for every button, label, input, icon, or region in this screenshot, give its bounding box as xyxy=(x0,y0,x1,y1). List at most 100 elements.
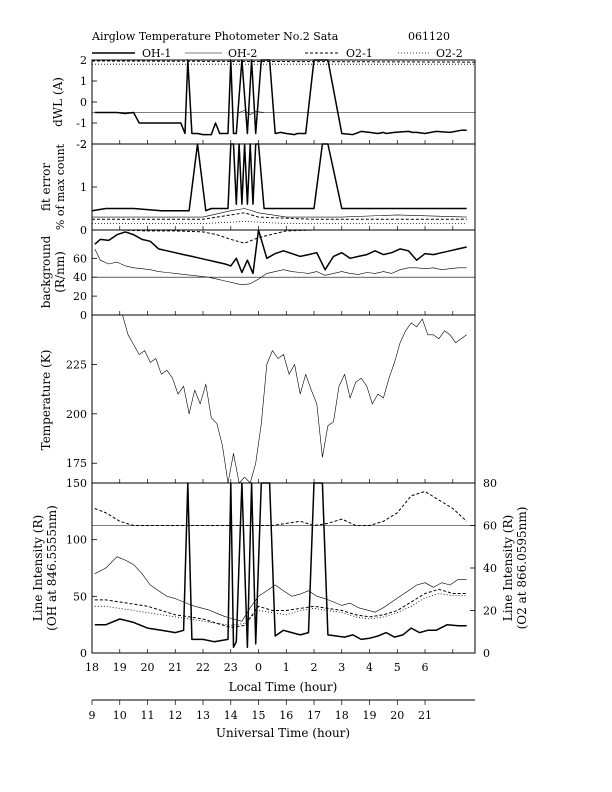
series-line-o2-2 xyxy=(94,593,467,626)
panel-temperature-series xyxy=(96,314,467,484)
xtick-universal-label: 15 xyxy=(252,709,266,722)
panel-background: 60 40 20 0 background (R/nm) xyxy=(39,229,476,322)
figure-date: 061120 xyxy=(408,30,450,43)
legend-o22: O2-2 xyxy=(436,47,463,60)
xtick-universal-label: 9 xyxy=(89,709,96,722)
xtick-universal-label: 13 xyxy=(196,709,210,722)
panel-dwl: 2 1 0 -1 -2 dWL (A) xyxy=(51,54,476,151)
series-line-o2-2 xyxy=(92,220,467,225)
series-line-o2-1 xyxy=(92,212,467,220)
panel-line-intensity-frame xyxy=(91,482,476,654)
panel-background-frame xyxy=(91,229,476,316)
xtick-universal-label: 19 xyxy=(363,709,377,722)
panel-background-ylabel2: (R/nm) xyxy=(53,251,67,293)
xtick-universal-label: 14 xyxy=(224,709,238,722)
xtick-local-label: 19 xyxy=(113,661,127,674)
panel-dwl-ticks: 2 1 0 -1 -2 xyxy=(76,54,454,151)
legend-oh2: OH-2 xyxy=(228,47,257,60)
xtick-universal-label: 20 xyxy=(390,709,404,722)
panel-fit-error-ylabel: fit error xyxy=(39,163,53,211)
ytick-label: 200 xyxy=(66,408,87,421)
x-axis-local-label: Local Time (hour) xyxy=(229,680,338,694)
series-line-oh-1 xyxy=(94,59,467,136)
series-line-o2-1 xyxy=(92,229,467,244)
ytick-label: 0 xyxy=(80,96,87,109)
series-line-o2-1 xyxy=(94,491,468,526)
ytick-label: 100 xyxy=(66,534,87,547)
ytick-label: 1 xyxy=(80,181,87,194)
xtick-local-label: 5 xyxy=(394,661,401,674)
xtick-local-label: 23 xyxy=(224,661,238,674)
xtick-universal-label: 16 xyxy=(279,709,293,722)
panel-dwl-frame xyxy=(91,59,476,145)
series-line-oh-2 xyxy=(238,110,265,115)
panel-temperature-ticks: 225 200 175 xyxy=(66,358,454,483)
ytick-label: 0 xyxy=(80,647,87,660)
x-axis-local: 18 19 20 21 22 23 0 1 2 3 4 5 6 xyxy=(85,661,429,674)
series-line-o2-1 xyxy=(91,60,476,63)
panel-line-intensity-series xyxy=(92,482,475,649)
xtick-universal-label: 21 xyxy=(418,709,432,722)
xtick-local-label: 22 xyxy=(196,661,210,674)
ytick-label: -1 xyxy=(76,117,87,130)
xtick-universal-label: 12 xyxy=(168,709,182,722)
xtick-local-label: 0 xyxy=(255,661,262,674)
panel-background-series xyxy=(92,229,475,286)
ytick-label: -2 xyxy=(76,138,87,151)
xtick-local-label: 18 xyxy=(85,661,99,674)
series-line-oh-2 xyxy=(94,248,467,286)
panel-line-intensity-ticks: 150 100 50 0 80 60 40 20 0 xyxy=(66,477,497,660)
ytick-label: 225 xyxy=(66,358,87,371)
panel-temperature-frame xyxy=(91,314,476,484)
ytick-label: 150 xyxy=(66,477,87,490)
series-line-oh xyxy=(96,314,467,484)
ytick-label: 1 xyxy=(80,75,87,88)
y2tick-label: 80 xyxy=(483,477,497,490)
series-line-oh-2 xyxy=(94,556,467,622)
xtick-local-label: 1 xyxy=(283,661,290,674)
legend-o21: O2-1 xyxy=(346,47,373,60)
xtick-local-label: 3 xyxy=(338,661,345,674)
series-line-oh-1 xyxy=(94,229,467,275)
ytick-label: 2 xyxy=(80,138,87,151)
panel-line-intensity-ylabel: Line Intensity (R) xyxy=(31,515,45,621)
panel-line-intensity: 150 100 50 0 80 60 40 20 0 Line Intensity (R) (O… xyxy=(31,477,529,660)
ytick-label: 40 xyxy=(73,271,87,284)
ytick-label: 2 xyxy=(80,54,87,67)
xtick-local-label: 21 xyxy=(168,661,182,674)
figure-title: Airglow Temperature Photometer No.2 Sata xyxy=(91,30,339,43)
xtick-universal-label: 18 xyxy=(335,709,349,722)
x-axis-universal: 9 10 11 12 13 14 15 16 17 18 19 20 21 xyxy=(89,700,432,722)
ytick-label: 175 xyxy=(66,457,87,470)
xtick-universal-label: 17 xyxy=(307,709,321,722)
ytick-label: 0 xyxy=(80,224,87,237)
xtick-local-label: 6 xyxy=(422,661,429,674)
legend-oh1: OH-1 xyxy=(142,47,171,60)
legend: OH-1 OH-2 O2-1 O2-2 xyxy=(92,47,463,60)
panel-dwl-ylabel: dWL (A) xyxy=(51,77,65,127)
ytick-label: 60 xyxy=(73,252,87,265)
panel-background-ticks: 60 40 20 0 xyxy=(73,252,454,322)
panel-line-intensity-y2label2: (O2 at 866.0595nm) xyxy=(515,507,529,630)
y2tick-label: 40 xyxy=(483,562,497,575)
x-axis-universal-label: Universal Time (hour) xyxy=(216,726,350,740)
series-line-oh-1 xyxy=(91,143,467,212)
xtick-local-label: 2 xyxy=(311,661,318,674)
panel-temperature: 225 200 175 Temperature (K) xyxy=(39,314,476,484)
series-line-o2-1-lower xyxy=(94,588,467,628)
panel-temperature-ylabel: Temperature (K) xyxy=(39,350,53,451)
series-line-oh-1 xyxy=(94,482,467,649)
y2tick-label: 20 xyxy=(483,605,497,618)
xtick-local-label: 20 xyxy=(141,661,155,674)
panel-fit-error-series xyxy=(91,143,467,225)
ytick-label: 20 xyxy=(73,290,87,303)
panel-dwl-series xyxy=(91,59,476,136)
xtick-universal-label: 11 xyxy=(141,709,155,722)
y2tick-label: 0 xyxy=(483,647,490,660)
xtick-local-label: 4 xyxy=(366,661,373,674)
ytick-label: 50 xyxy=(73,590,87,603)
panel-fit-error-ylabel2: % of max count xyxy=(54,143,67,230)
panel-background-ylabel: background xyxy=(39,235,53,308)
y2tick-label: 60 xyxy=(483,520,497,533)
